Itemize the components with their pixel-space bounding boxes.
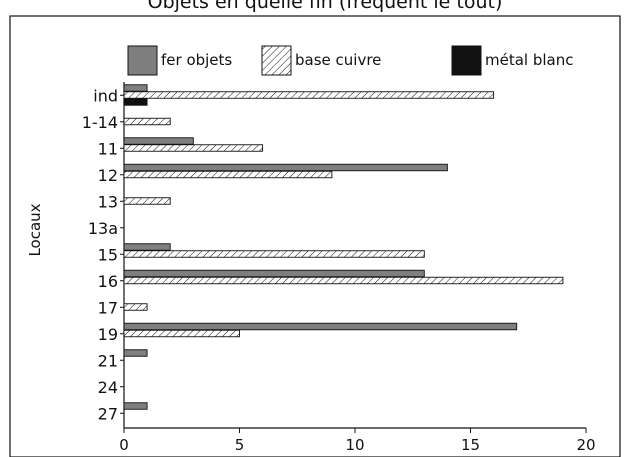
legend-label-m-tal-blanc: métal blanc [485, 51, 573, 69]
y-tick-label-16: 16 [98, 272, 118, 291]
legend: fer objets base cuivre métal blanc [127, 45, 573, 76]
bar-base-cuivre-11 [123, 144, 264, 152]
bar-fer-objets-11 [123, 137, 194, 145]
bar-m-tal-blanc-ind [123, 98, 148, 106]
bar-fer-objets-27 [123, 402, 148, 410]
legend-label-base-cuivre: base cuivre [295, 51, 381, 69]
y-tick-label-27: 27 [98, 404, 118, 423]
y-axis-title: Locaux [26, 203, 44, 256]
bar-fer-objets-15 [123, 243, 171, 251]
bar-fer-objets-16 [123, 269, 425, 278]
y-tick-label-19: 19 [98, 325, 118, 344]
y-tick-labels: ind 1-14 11 12 13 13a 15 16 17 19 21 24 27 [82, 86, 124, 423]
bar-base-cuivre-15 [123, 250, 425, 258]
bar-base-cuivre-16 [123, 276, 564, 285]
legend-swatch-m-tal-blanc [451, 45, 482, 76]
bar-fer-objets-12 [123, 163, 448, 172]
y-tick-label-13: 13 [98, 192, 118, 211]
bar-base-cuivre-ind [123, 91, 495, 99]
y-tick-label-1-14: 1-14 [82, 113, 118, 132]
bar-base-cuivre-12 [123, 170, 333, 179]
legend-swatch-fer-objets [127, 45, 158, 76]
x-ticks: 0 5 10 15 20 [119, 428, 596, 454]
x-tick-label-15: 15 [461, 436, 480, 454]
y-tick-label-24: 24 [98, 378, 118, 397]
y-tick-label-ind: ind [93, 86, 118, 105]
x-tick-label-10: 10 [345, 436, 364, 454]
x-tick-label-20: 20 [576, 436, 595, 454]
y-tick-label-15: 15 [98, 245, 118, 264]
legend-swatch-base-cuivre [261, 45, 292, 76]
legend-label-fer-objets: fer objets [161, 51, 232, 69]
plot-frame [9, 15, 621, 457]
bar-base-cuivre-1-14 [123, 117, 171, 126]
bars [123, 84, 564, 410]
x-tick-label-5: 5 [235, 436, 245, 454]
bar-fer-objets-21 [123, 349, 148, 357]
bar-fer-objets-19 [123, 322, 518, 331]
bar-base-cuivre-19 [123, 329, 240, 338]
y-tick-label-12: 12 [98, 166, 118, 185]
bar-base-cuivre-13 [123, 197, 171, 205]
y-tick-label-11: 11 [98, 139, 118, 158]
y-tick-label-17: 17 [98, 298, 118, 317]
bar-base-cuivre-17 [123, 303, 148, 311]
y-tick-label-21: 21 [98, 351, 118, 370]
y-tick-label-13a: 13a [88, 219, 118, 238]
chart-title: Objets en quelle fin (frequent le tout) [148, 0, 503, 13]
bar-fer-objets-ind [123, 84, 148, 92]
x-tick-label-0: 0 [119, 436, 129, 454]
